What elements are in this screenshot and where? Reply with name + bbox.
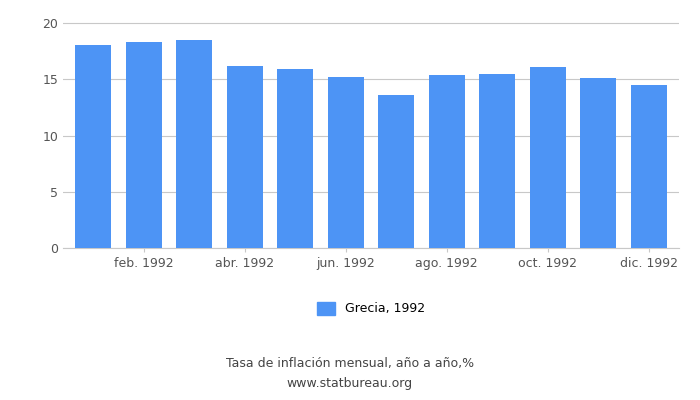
Bar: [227, 66, 263, 248]
Bar: [529, 67, 566, 248]
Bar: [328, 77, 364, 248]
Bar: [428, 75, 465, 248]
Bar: [378, 95, 414, 248]
Bar: [125, 42, 162, 248]
Bar: [277, 69, 314, 248]
Bar: [479, 74, 515, 248]
Bar: [75, 44, 111, 248]
Legend: Grecia, 1992: Grecia, 1992: [312, 297, 430, 320]
Text: Tasa de inflación mensual, año a año,%: Tasa de inflación mensual, año a año,%: [226, 358, 474, 370]
Bar: [631, 85, 667, 248]
Bar: [580, 78, 617, 248]
Text: www.statbureau.org: www.statbureau.org: [287, 378, 413, 390]
Bar: [176, 40, 213, 248]
